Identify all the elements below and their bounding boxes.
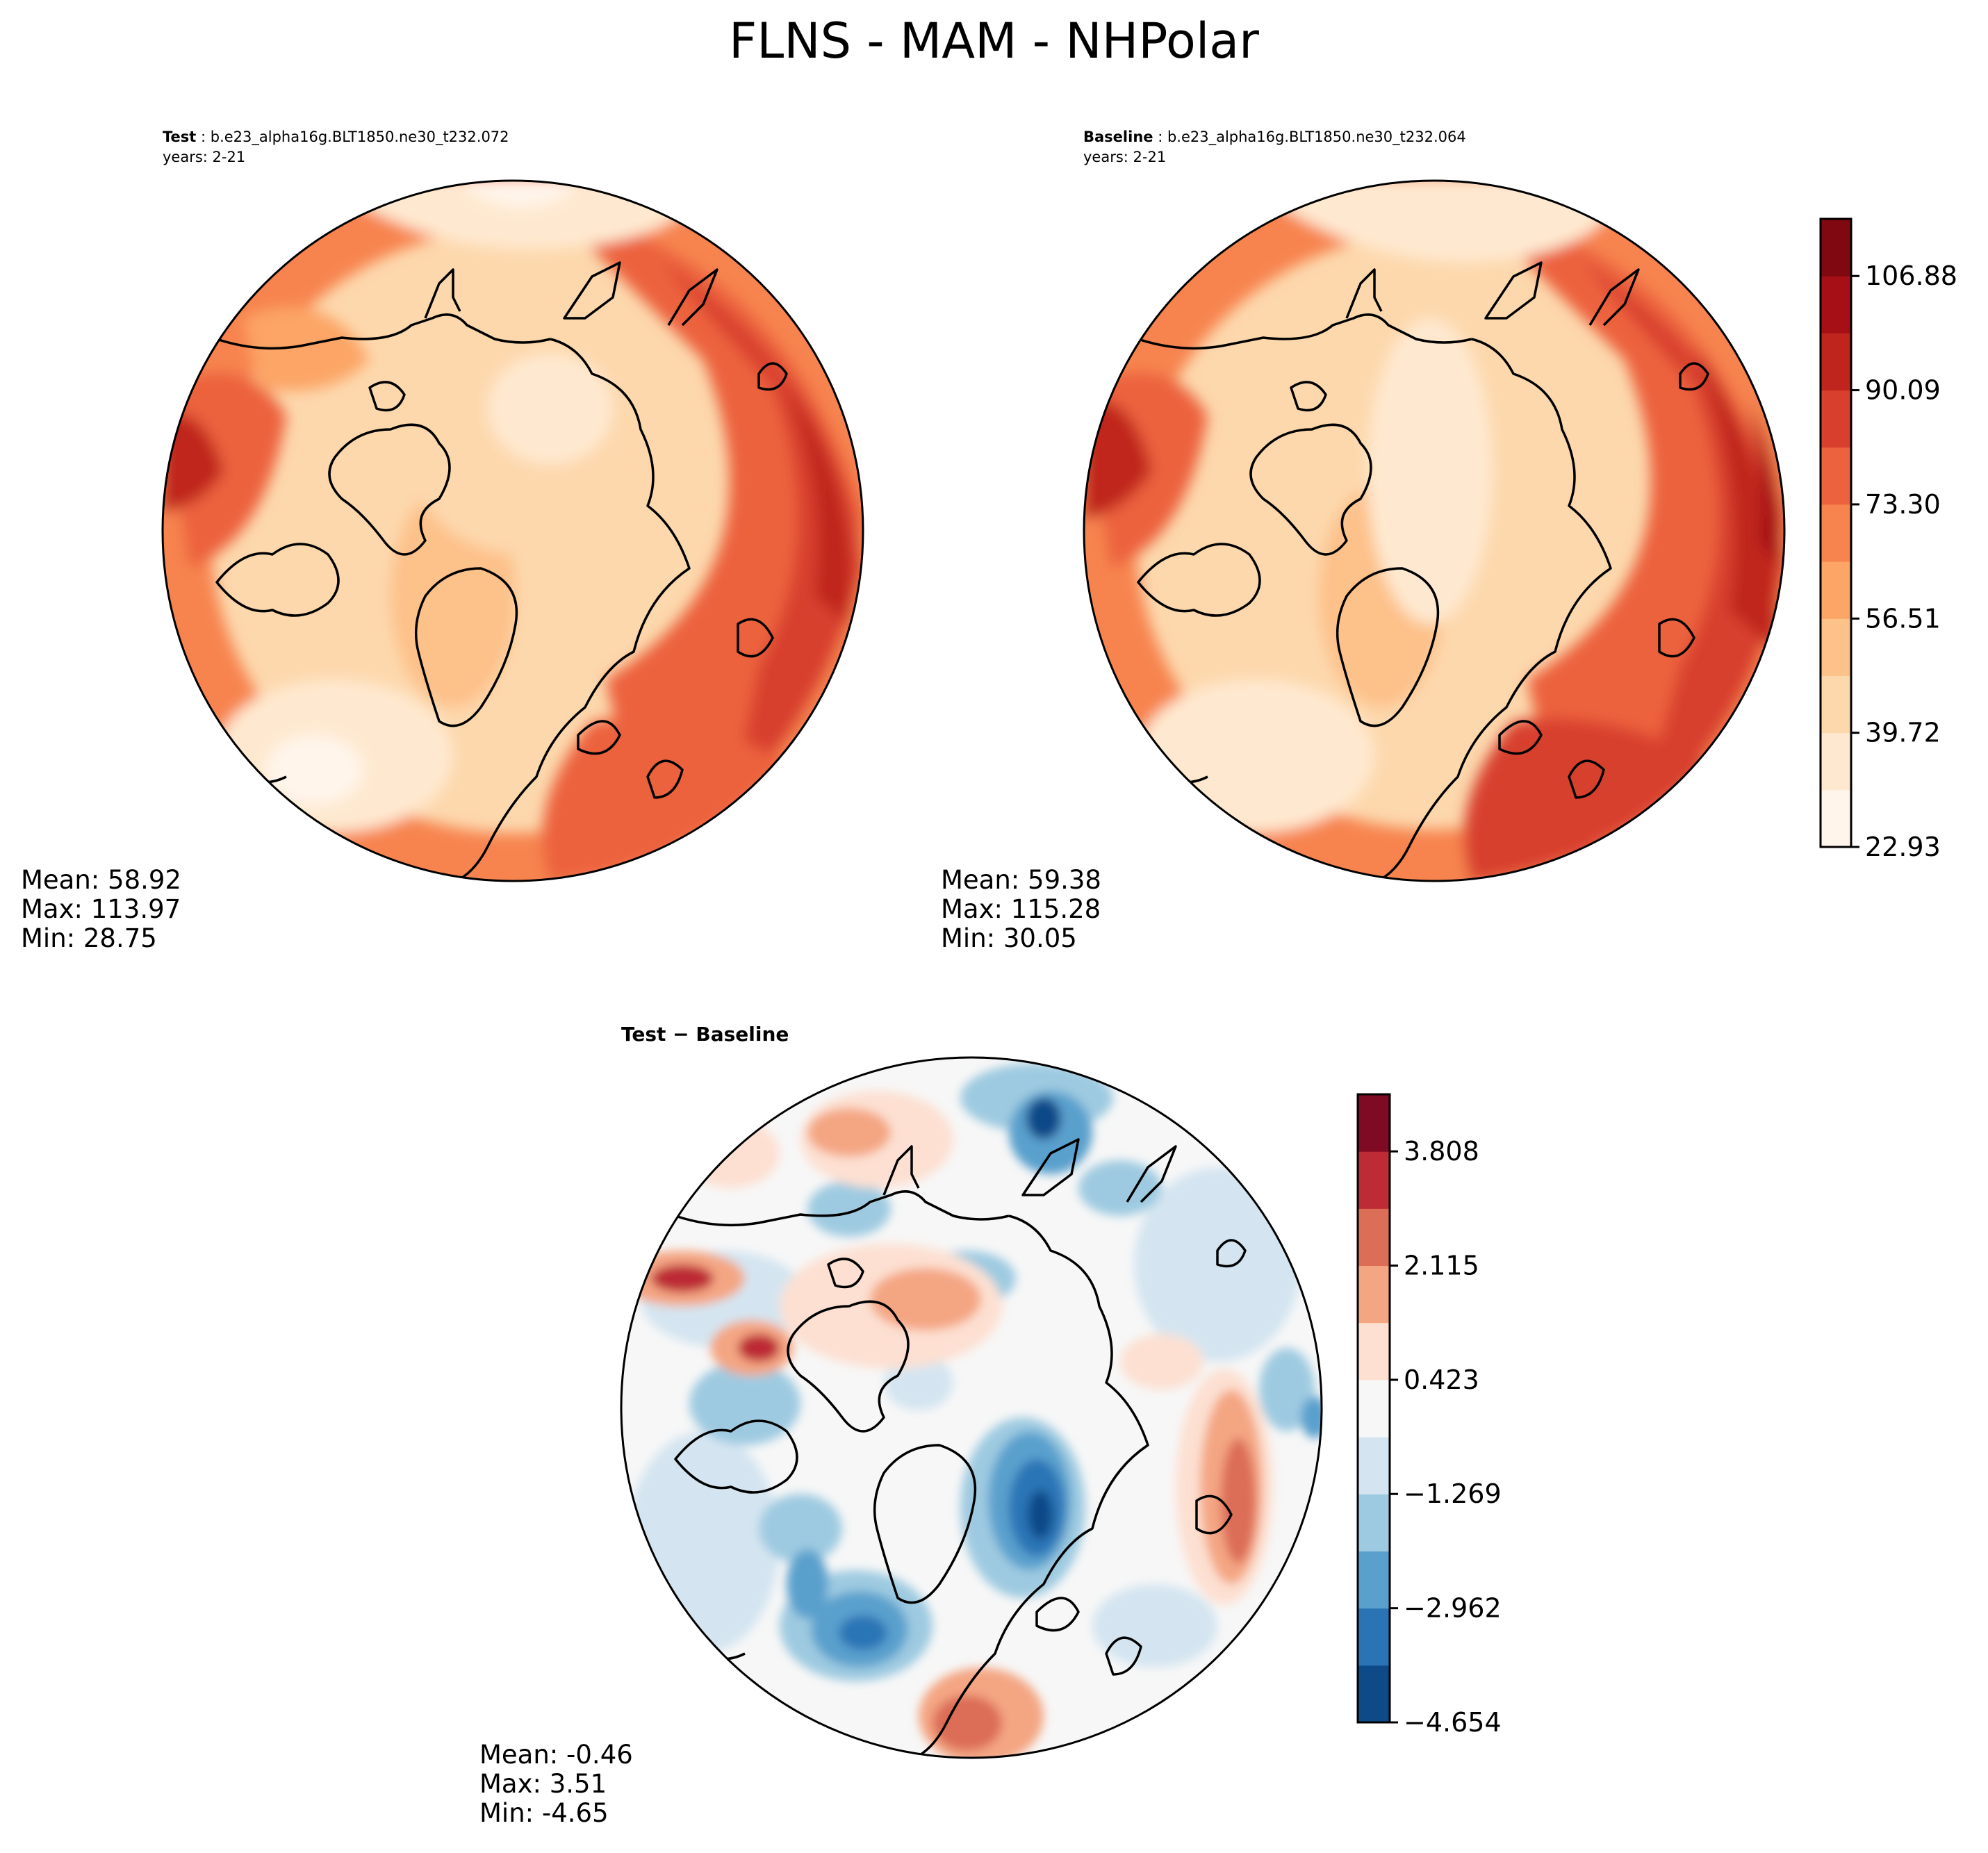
colorbar-absolute-swatch bbox=[1821, 789, 1851, 848]
colorbar-difference-tick-label: −4.654 bbox=[1404, 1707, 1502, 1738]
baseline-years: years: 2-21 bbox=[1083, 149, 1167, 165]
test-max: Max: 113.97 bbox=[21, 894, 181, 924]
colorbar-difference-swatch bbox=[1358, 1551, 1390, 1609]
baseline-mean: Mean: 59.38 bbox=[941, 865, 1101, 895]
colorbar-absolute-swatch bbox=[1821, 447, 1851, 505]
diff-panel-title: Test − Baseline bbox=[621, 1023, 789, 1046]
colorbar-difference-tick-label: 3.808 bbox=[1404, 1136, 1479, 1167]
diff-min: Min: -4.65 bbox=[479, 1798, 609, 1828]
colorbar-difference-swatch bbox=[1358, 1151, 1390, 1209]
test-mean: Mean: 58.92 bbox=[21, 865, 181, 895]
baseline-label: Baseline bbox=[1083, 129, 1153, 145]
colorbar-difference-swatch bbox=[1358, 1494, 1390, 1551]
colorbar-absolute-swatch bbox=[1821, 675, 1851, 734]
colorbar-absolute-swatch bbox=[1821, 390, 1851, 448]
colorbar-absolute-swatch bbox=[1821, 504, 1851, 562]
test-min: Min: 28.75 bbox=[21, 923, 157, 953]
colorbar-difference-tick-label: −1.269 bbox=[1404, 1479, 1502, 1509]
test-stats: Mean: 58.92 Max: 113.97 Min: 28.75 bbox=[21, 866, 181, 953]
colorbar-absolute-frame bbox=[1819, 217, 1853, 848]
test-label: Test bbox=[163, 129, 197, 145]
colorbar-absolute-tick-label: 90.09 bbox=[1865, 375, 1941, 406]
diff-map bbox=[620, 1056, 1323, 1759]
colorbar-absolute-tick-label: 106.88 bbox=[1865, 261, 1957, 291]
colorbar-absolute-swatch bbox=[1821, 732, 1851, 791]
colorbar-absolute-swatch bbox=[1821, 618, 1851, 676]
colorbar-absolute-tick-label: 73.30 bbox=[1865, 489, 1941, 520]
colorbar-difference-swatch bbox=[1358, 1208, 1390, 1267]
colorbar-difference-swatch bbox=[1358, 1265, 1390, 1324]
baseline-case-name: : b.e23_alpha16g.BLT1850.ne30_t232.064 bbox=[1153, 129, 1466, 145]
colorbar-absolute-tick-label: 56.51 bbox=[1865, 603, 1941, 634]
colorbar-absolute-tick-label: 22.93 bbox=[1865, 832, 1941, 862]
colorbar-difference-frame bbox=[1356, 1093, 1391, 1724]
baseline-min: Min: 30.05 bbox=[941, 923, 1077, 953]
test-case-name: : b.e23_alpha16g.BLT1850.ne30_t232.072 bbox=[196, 129, 509, 145]
colorbar-difference-swatch bbox=[1358, 1322, 1390, 1381]
diff-stats: Mean: -0.46 Max: 3.51 Min: -4.65 bbox=[479, 1740, 633, 1828]
diff-mean: Mean: -0.46 bbox=[479, 1740, 633, 1770]
colorbar-absolute-tick-label: 39.72 bbox=[1865, 718, 1941, 748]
figure-title: FLNS - MAM - NHPolar bbox=[729, 13, 1259, 69]
colorbar-difference-tick-label: −2.962 bbox=[1404, 1593, 1502, 1624]
colorbar-absolute-swatch bbox=[1821, 333, 1851, 391]
colorbar-absolute-swatch bbox=[1821, 219, 1851, 277]
test-years: years: 2-21 bbox=[163, 149, 246, 165]
test-map bbox=[161, 179, 864, 882]
colorbar-difference-swatch bbox=[1358, 1094, 1390, 1152]
baseline-map bbox=[1083, 179, 1786, 882]
colorbar-difference-tick-label: 2.115 bbox=[1404, 1251, 1479, 1281]
colorbar-difference-swatch bbox=[1358, 1437, 1390, 1494]
diff-max: Max: 3.51 bbox=[479, 1769, 607, 1799]
colorbar-difference-swatch bbox=[1358, 1608, 1390, 1666]
colorbar-absolute-swatch bbox=[1821, 276, 1851, 333]
colorbar-absolute: 22.93 39.72 56.51 73.30 90.09 106.88 bbox=[1819, 217, 1957, 862]
baseline-panel-caption: Baseline : b.e23_alpha16g.BLT1850.ne30_t… bbox=[1083, 127, 1466, 167]
baseline-max: Max: 115.28 bbox=[941, 894, 1101, 924]
colorbar-absolute-swatch bbox=[1821, 561, 1851, 619]
colorbar-difference-tick-label: 0.423 bbox=[1404, 1365, 1479, 1395]
colorbar-difference: −4.654 −2.962 −1.269 0.423 2.115 3.808 bbox=[1356, 1093, 1502, 1738]
colorbar-difference-swatch bbox=[1358, 1379, 1390, 1438]
colorbar-difference-swatch bbox=[1358, 1665, 1390, 1723]
baseline-stats: Mean: 59.38 Max: 115.28 Min: 30.05 bbox=[941, 866, 1101, 953]
test-panel-caption: Test : b.e23_alpha16g.BLT1850.ne30_t232.… bbox=[163, 127, 509, 167]
